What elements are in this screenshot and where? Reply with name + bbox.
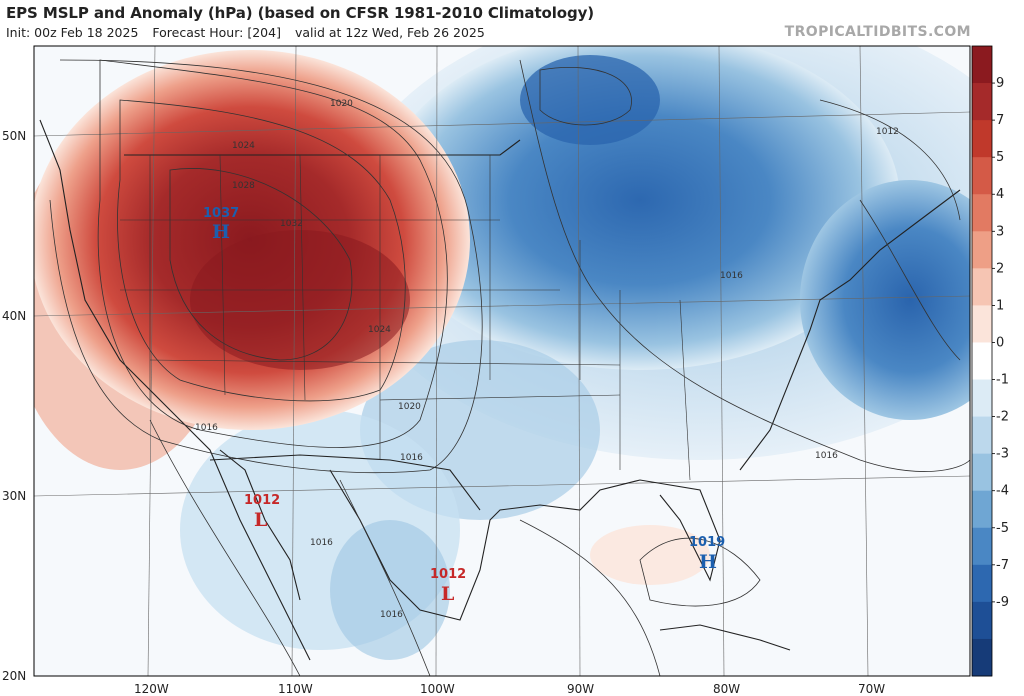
- isobar-label: 1016: [380, 610, 403, 620]
- map-area: [34, 46, 970, 676]
- colorbar-swatch: [972, 379, 992, 418]
- colorbar-label: -2: [996, 410, 1009, 425]
- colorbar-swatch: [972, 268, 992, 306]
- system-letter: H: [212, 221, 230, 243]
- map-frame: [33, 45, 971, 677]
- lon-label: 120W: [134, 682, 169, 696]
- colorbar-swatch: [972, 342, 992, 381]
- isobar-label: 1020: [330, 99, 353, 109]
- chart-title: EPS MSLP and Anomaly (hPa) (based on CFS…: [6, 4, 595, 22]
- lat-label: 30N: [2, 489, 26, 503]
- isobar-label: 1032: [280, 219, 303, 229]
- colorbar-swatch: [972, 527, 992, 566]
- colorbar-label: -3: [996, 447, 1009, 462]
- isobar-label: 1016: [310, 538, 333, 548]
- lat-label: 20N: [2, 669, 26, 683]
- isobar-label: 1016: [195, 423, 218, 433]
- colorbar-swatch: [972, 231, 992, 269]
- colorbar-label: -9: [996, 595, 1009, 610]
- isobar-label: 1024: [368, 325, 391, 335]
- colorbar-label: 3: [996, 224, 1004, 239]
- colorbar-swatch: [972, 157, 992, 195]
- isobar-label: 1016: [400, 453, 423, 463]
- colorbar-label: -7: [996, 558, 1009, 573]
- colorbar-swatch: [972, 601, 992, 640]
- colorbar-label: 7: [996, 113, 1004, 128]
- colorbar-swatch: [972, 83, 992, 121]
- colorbar: 9 7 5 4 3 2 1 0 -1 -2 -3 -4 -5 -7 -9: [971, 45, 1009, 677]
- valid-time: valid at 12z Wed, Feb 26 2025: [294, 25, 485, 40]
- colorbar-swatch: [972, 305, 992, 343]
- system-value: 1012: [244, 493, 280, 508]
- system-value: 1019: [689, 535, 725, 550]
- isobars: [49, 59, 970, 676]
- system-letter: L: [441, 583, 454, 605]
- latitude-labels: 50N 40N 30N 20N: [2, 129, 26, 683]
- colorbar-label: -1: [996, 373, 1009, 388]
- isobar-labels: 1020 1024 1028 1032 1024 1020 1016 1016 …: [195, 99, 899, 620]
- lon-label: 70W: [858, 682, 885, 696]
- graticule: [34, 46, 970, 676]
- colorbar-label: 5: [996, 150, 1004, 165]
- high-center-west: 1037 H: [203, 206, 239, 243]
- lat-label: 40N: [2, 309, 26, 323]
- colorbar-swatch: [972, 638, 992, 677]
- colorbar-label: 9: [996, 76, 1004, 91]
- coastlines: [39, 119, 961, 661]
- colorbar-label: -5: [996, 521, 1009, 536]
- state-borders: [120, 154, 691, 481]
- system-letter: L: [254, 509, 267, 531]
- colorbar-label: -4: [996, 484, 1009, 499]
- colorbar-swatch: [972, 46, 992, 84]
- system-value: 1012: [430, 567, 466, 582]
- isobar-label: 1016: [720, 271, 743, 281]
- brand-watermark: TROPICALTIDBITS.COM: [784, 24, 971, 40]
- system-value: 1037: [203, 206, 239, 221]
- colorbar-label: 4: [996, 187, 1004, 202]
- isobar-label: 1016: [815, 451, 838, 461]
- lon-label: 110W: [278, 682, 313, 696]
- low-center-mexico: 1012 L: [430, 567, 466, 605]
- isobar-label: 1024: [232, 141, 255, 151]
- colorbar-label: 0: [996, 335, 1004, 350]
- system-letter: H: [699, 551, 717, 573]
- colorbar-swatch: [972, 453, 992, 492]
- colorbar-label: 2: [996, 261, 1004, 276]
- init-time: Init: 00z Feb 18 2025: [6, 25, 139, 40]
- lon-label: 100W: [420, 682, 455, 696]
- isobar-label: 1012: [876, 127, 899, 137]
- high-center-florida: 1019 H: [689, 535, 725, 573]
- colorbar-swatch: [972, 416, 992, 455]
- chart-subtitle: Init: 00z Feb 18 2025 Forecast Hour: [20…: [6, 25, 495, 40]
- colorbar-label: 1: [996, 298, 1004, 313]
- lon-label: 80W: [713, 682, 740, 696]
- colorbar-swatch: [972, 120, 992, 158]
- forecast-hour: Forecast Hour: [204]: [152, 25, 281, 40]
- isobar-label: 1020: [398, 402, 421, 412]
- colorbar-swatch: [972, 194, 992, 232]
- low-center-baja: 1012 L: [244, 493, 280, 531]
- colorbar-frame: [971, 45, 993, 677]
- longitude-labels: 120W 110W 100W 90W 80W 70W: [134, 682, 885, 696]
- colorbar-swatch: [972, 564, 992, 603]
- isobar-label: 1028: [232, 181, 255, 191]
- lon-label: 90W: [567, 682, 594, 696]
- colorbar-swatch: [972, 490, 992, 529]
- lat-label: 50N: [2, 129, 26, 143]
- pressure-systems: 1037 H 1012 L 1012 L 1019 H: [203, 206, 725, 605]
